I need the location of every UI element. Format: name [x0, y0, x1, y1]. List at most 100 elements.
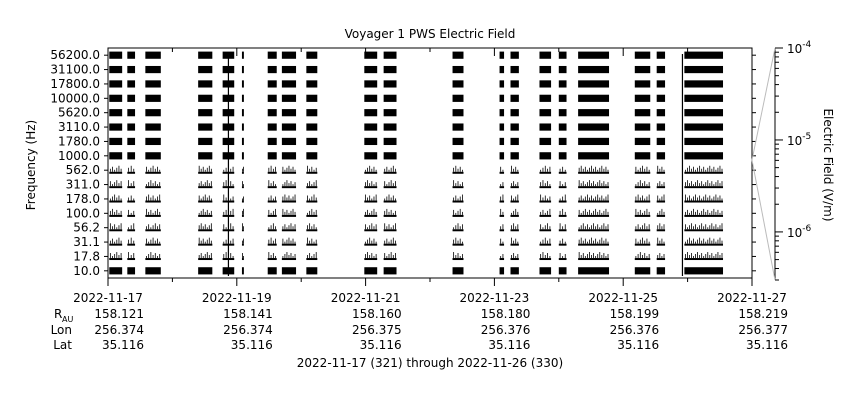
data-segment-low [539, 229, 552, 232]
data-segment-low [656, 171, 666, 174]
data-segment [364, 123, 378, 131]
data-segment [452, 123, 464, 131]
data-segment [267, 65, 277, 74]
data-segment-low [364, 229, 378, 232]
data-segment [558, 137, 567, 146]
data-segment [539, 94, 552, 102]
data-segment-low [634, 243, 651, 246]
data-segment-low [383, 200, 397, 203]
data-segment [558, 267, 567, 275]
colorbar-label: Electric Field (V/m) [821, 108, 835, 221]
data-segment [578, 94, 610, 102]
data-segment [656, 51, 666, 59]
data-segment-low [499, 229, 505, 232]
data-segment [578, 80, 610, 88]
data-segment [241, 94, 244, 102]
data-segment [127, 51, 136, 59]
data-segment-low [109, 258, 123, 261]
data-segment-low [510, 200, 519, 203]
data-segment [383, 267, 397, 275]
data-segment-low [499, 186, 505, 189]
data-segment-low [198, 258, 213, 261]
data-segment [109, 109, 123, 117]
data-segment [127, 65, 136, 74]
data-segment-low [510, 258, 519, 261]
data-segment-low [127, 186, 136, 189]
data-segment-low [109, 243, 123, 246]
ephem-value: 256.374 [223, 323, 273, 337]
data-segment [306, 152, 318, 160]
data-segment [539, 152, 552, 160]
data-segment [558, 65, 567, 74]
data-segment-low [241, 171, 244, 174]
y-tick-label: 17.8 [73, 249, 100, 263]
data-segment-low [267, 200, 277, 203]
data-segment [145, 109, 161, 117]
data-segment [634, 94, 651, 102]
data-segment [364, 152, 378, 160]
data-segment [510, 94, 519, 102]
data-segment-low [281, 200, 297, 203]
data-segment [499, 94, 505, 102]
data-segment [241, 137, 244, 146]
data-segment-low [267, 258, 277, 261]
data-segment [558, 94, 567, 102]
data-segment [127, 94, 136, 102]
data-segment [267, 80, 277, 88]
data-segment [109, 152, 123, 160]
data-segment-low [306, 214, 318, 217]
data-segment [306, 51, 318, 59]
data-segment [109, 65, 123, 74]
data-segment-low [306, 200, 318, 203]
y-tick-label: 10000.0 [50, 91, 100, 105]
data-segment [656, 80, 666, 88]
data-segment-low [306, 186, 318, 189]
data-segment [109, 80, 123, 88]
data-segment [281, 94, 297, 102]
data-segment-low [198, 186, 213, 189]
data-segment [241, 123, 244, 131]
data-segment [656, 94, 666, 102]
data-segment [383, 51, 397, 59]
data-segment-low [539, 243, 552, 246]
data-segment-low [656, 214, 666, 217]
data-segment [684, 152, 724, 160]
ephem-label-r: R [54, 307, 62, 321]
data-segment-low [109, 171, 123, 174]
data-segment-low [127, 214, 136, 217]
data-segment-low [267, 229, 277, 232]
y-tick-label: 31.1 [73, 235, 100, 249]
data-segment [578, 51, 610, 59]
colorbar: 10-4 10-5 10-6 [751, 40, 812, 281]
data-segment-low [127, 243, 136, 246]
data-segment [306, 137, 318, 146]
data-segment-low [109, 186, 123, 189]
data-segment-low [306, 171, 318, 174]
data-segment [127, 152, 136, 160]
data-segment [684, 65, 724, 74]
data-segment [656, 267, 666, 275]
data-segment [267, 152, 277, 160]
data-segment [578, 65, 610, 74]
data-segment [198, 94, 213, 102]
data-segment-low [127, 258, 136, 261]
data-segment [499, 80, 505, 88]
data-segment [109, 51, 123, 59]
data-segment-low [499, 214, 505, 217]
data-segment-low [684, 229, 724, 232]
data-segment [267, 51, 277, 59]
data-segment [539, 137, 552, 146]
data-segment-low [145, 214, 161, 217]
data-segment [510, 137, 519, 146]
data-segment-low [198, 171, 213, 174]
ephem-value: 35.116 [102, 338, 144, 352]
colorbar-wedge [751, 159, 776, 281]
data-segment [145, 123, 161, 131]
data-segment [267, 137, 277, 146]
data-segment [364, 267, 378, 275]
data-segment [383, 65, 397, 74]
data-segment [241, 80, 244, 88]
y-tick-label: 562.0 [66, 163, 100, 177]
data-segment-low [306, 229, 318, 232]
data-segment-low [364, 258, 378, 261]
